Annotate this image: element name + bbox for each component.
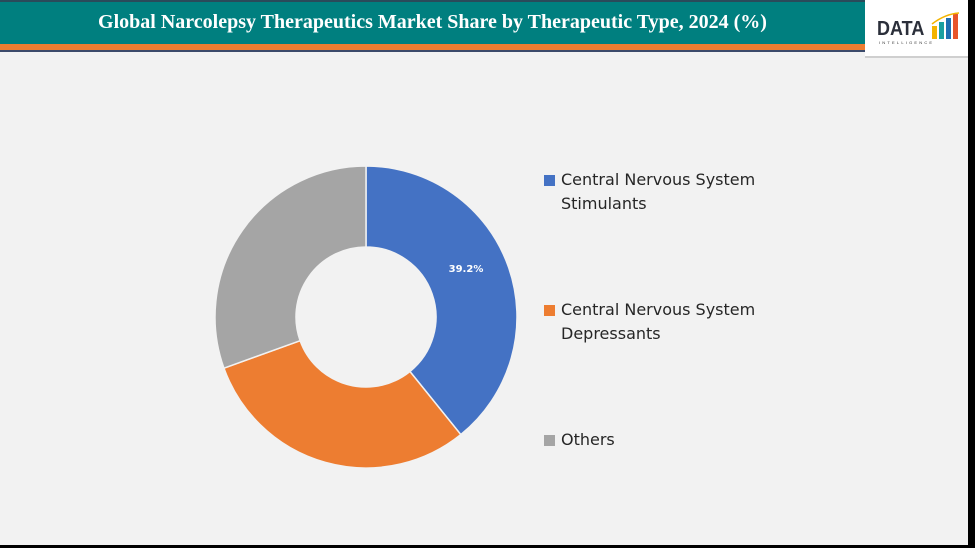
donut-slice-depressants	[222, 339, 462, 469]
logo-wordmark: DATA	[877, 18, 925, 40]
legend-item-others: Others	[544, 428, 804, 452]
data-label-stimulants: 39.2%	[449, 264, 484, 275]
legend-swatch-gray	[544, 435, 555, 446]
divider-line	[0, 50, 865, 52]
accent-bar	[0, 44, 865, 50]
legend-label: Others	[561, 430, 615, 449]
legend-swatch-orange	[544, 305, 555, 316]
legend-item-depressants: Central Nervous System Depressants	[544, 298, 804, 346]
logo-subtitle: INTELLIGENCE	[879, 40, 935, 45]
donut-slice-stimulants	[365, 165, 518, 436]
legend-label: Central Nervous System Depressants	[561, 300, 756, 343]
legend-swatch-blue	[544, 175, 555, 186]
logo-bars-icon	[931, 12, 960, 39]
legend-item-stimulants: Central Nervous System Stimulants	[544, 168, 804, 216]
legend-label: Central Nervous System Stimulants	[561, 170, 756, 213]
brand-logo: DATA INTELLIGENCE	[865, 0, 968, 58]
chart-title: Global Narcolepsy Therapeutics Market Sh…	[98, 11, 767, 33]
title-banner: Global Narcolepsy Therapeutics Market Sh…	[0, 0, 865, 44]
donut-slice-others	[214, 165, 367, 370]
